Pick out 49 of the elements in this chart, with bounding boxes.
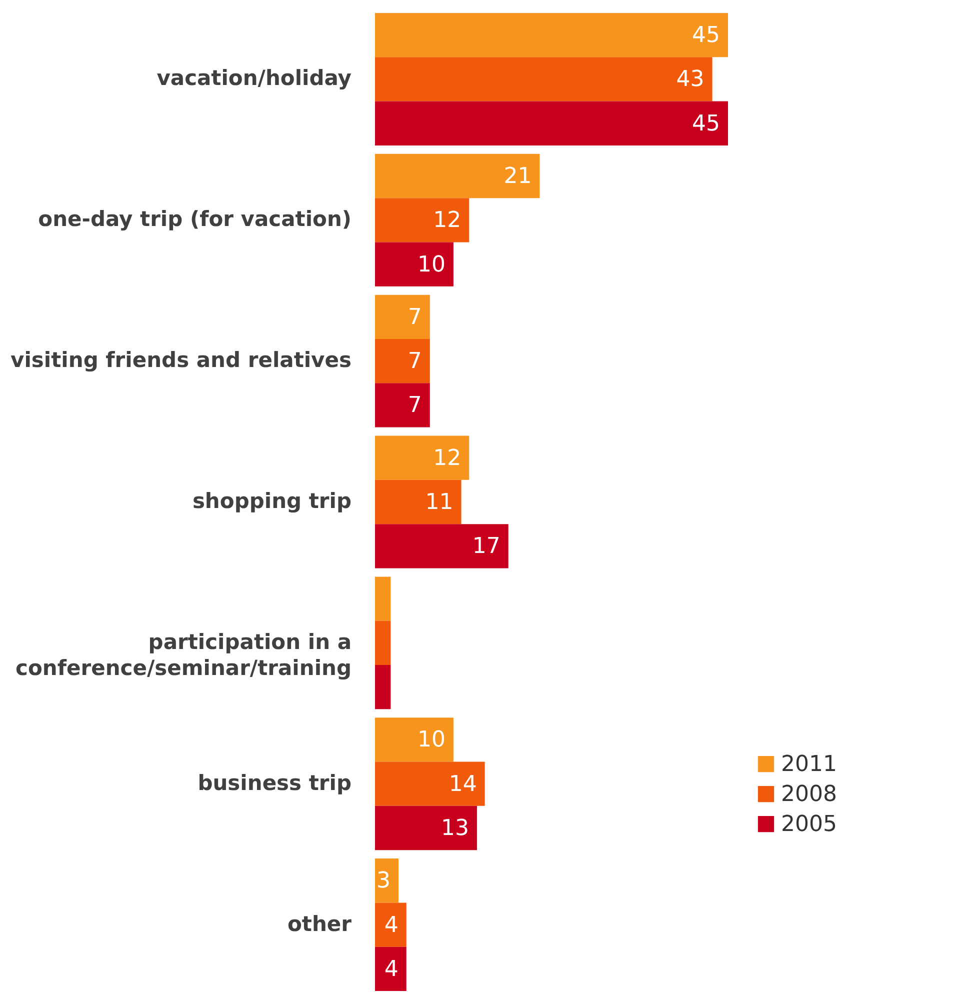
- bar: [375, 339, 430, 384]
- data-label: 10: [417, 252, 446, 278]
- y-tick-label: business trip: [198, 770, 352, 795]
- bar: [375, 620, 391, 665]
- bar: [375, 383, 430, 428]
- y-tick-label: other: [287, 912, 352, 936]
- bar: [375, 154, 540, 198]
- data-label: 45: [692, 111, 720, 136]
- bar: [375, 806, 477, 850]
- bar: [375, 718, 454, 762]
- bar: [375, 242, 454, 286]
- bar: [375, 101, 728, 146]
- bar: [375, 57, 712, 102]
- legend-label: 2005: [781, 812, 837, 837]
- bar: [375, 524, 508, 568]
- data-label: 4: [384, 956, 398, 982]
- bar: [375, 946, 406, 991]
- data-label: 12: [433, 446, 462, 471]
- data-label: 10: [417, 728, 446, 753]
- y-tick-label: one-day trip (for vacation): [38, 207, 352, 232]
- bar: [375, 480, 462, 524]
- legend-label: 2008: [781, 782, 837, 807]
- data-label: 13: [440, 816, 469, 841]
- data-label: 14: [448, 772, 477, 797]
- y-tick-label: shopping trip: [192, 489, 352, 513]
- data-label: 7: [408, 304, 422, 330]
- data-label: 7: [408, 393, 422, 418]
- y-tick-label: participation in a conference/seminar/training: [16, 630, 352, 680]
- legend-label: 2011: [781, 752, 837, 777]
- data-label: 21: [504, 164, 532, 189]
- data-label: 11: [425, 490, 454, 515]
- bar: [375, 762, 485, 806]
- y-tick-label: visiting friends and relatives: [10, 348, 352, 372]
- data-label: 43: [676, 67, 704, 92]
- bar: [375, 576, 391, 621]
- bar: [375, 13, 728, 58]
- y-tick-label: vacation/holiday: [156, 66, 352, 90]
- data-label: 45: [692, 23, 720, 48]
- bar: [375, 858, 399, 903]
- bar: [375, 198, 470, 242]
- bar: [375, 902, 406, 947]
- data-label: 3: [376, 868, 391, 894]
- data-label: 12: [433, 208, 462, 234]
- data-label: 7: [408, 349, 422, 374]
- data-label: 4: [384, 912, 398, 938]
- data-label: 17: [472, 534, 500, 560]
- bar: [375, 436, 470, 480]
- bar: [375, 294, 430, 339]
- bar: [375, 665, 391, 710]
